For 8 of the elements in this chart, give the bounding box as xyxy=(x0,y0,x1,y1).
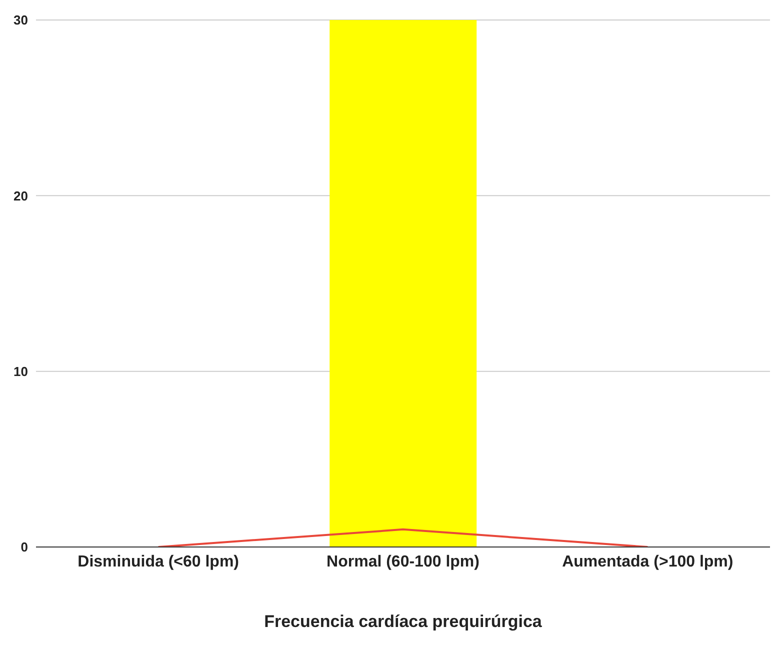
y-tick-label: 30 xyxy=(14,12,28,28)
x-axis-title: Frecuencia cardíaca prequirúrgica xyxy=(264,612,542,631)
x-tick-label: Normal (60-100 lpm) xyxy=(326,553,480,570)
y-tick-label: 0 xyxy=(20,540,28,555)
x-tick-label: Disminuida (<60 lpm) xyxy=(78,553,240,570)
x-tick-label: Aumentada (>100 lpm) xyxy=(562,553,734,570)
y-tick-label: 20 xyxy=(14,188,28,204)
y-tick-label: 10 xyxy=(14,364,28,379)
